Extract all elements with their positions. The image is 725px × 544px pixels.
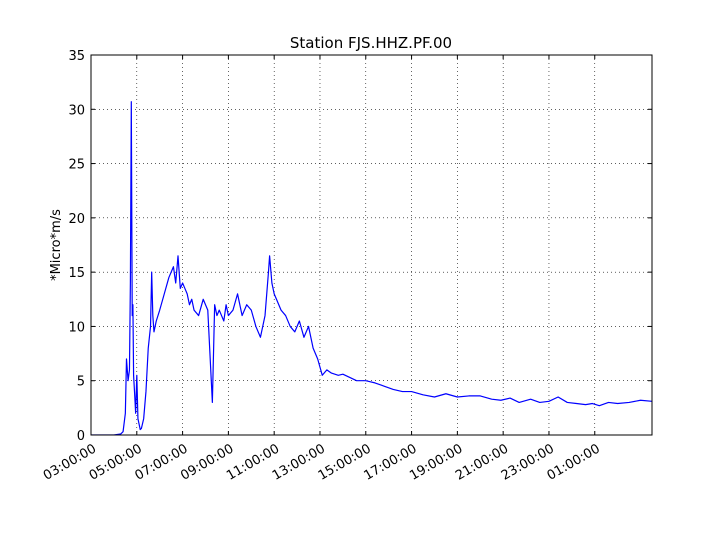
y-tick-label: 35 (68, 49, 85, 64)
grid (91, 55, 652, 435)
y-tick-label: 10 (68, 320, 85, 335)
data-layer (91, 101, 652, 435)
y-tick-label: 25 (68, 158, 85, 173)
y-tick-label: 20 (68, 212, 85, 227)
series-line-0 (91, 101, 652, 435)
y-axis-label: *Micro*m/s (49, 209, 64, 281)
y-tick-label: 15 (68, 266, 85, 281)
y-axis: 0 5 10 15 20 25 30 35 (68, 49, 652, 444)
y-tick-label: 30 (68, 103, 85, 118)
chart-title: Station FJS.HHZ.PF.00 (290, 34, 452, 52)
plot-frame (90, 54, 653, 436)
y-tick-label: 5 (77, 375, 85, 390)
y-tick-label: 0 (77, 429, 85, 444)
